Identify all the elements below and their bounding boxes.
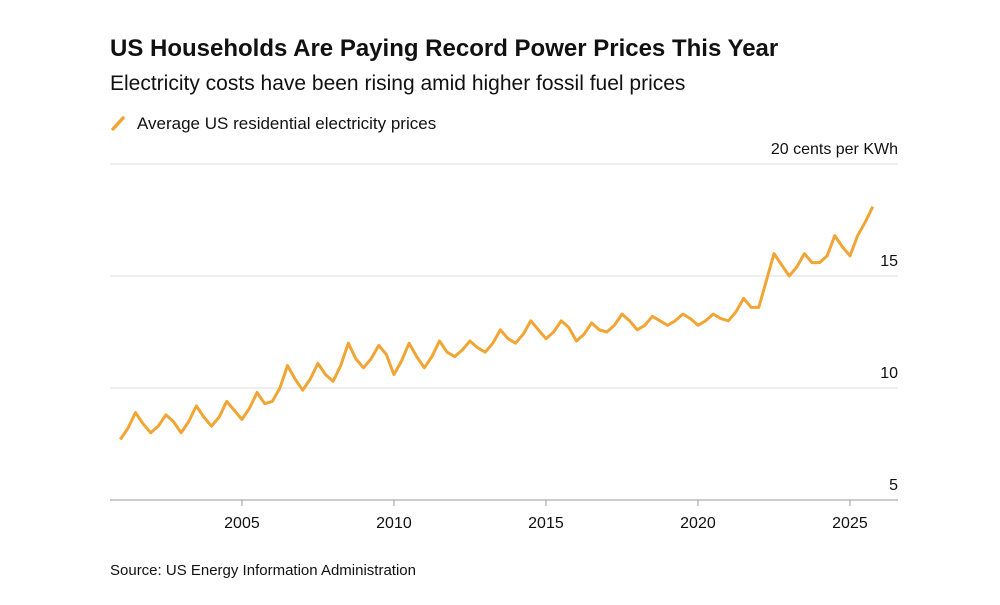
line [119, 205, 875, 441]
y-tick-label: 20 cents per KWh [771, 141, 898, 158]
chart-title: US Households Are Paying Record Power Pr… [110, 35, 778, 62]
legend-label: Average US residential electricity price… [137, 114, 436, 133]
legend-swatch [111, 116, 125, 131]
x-tick-label: 2010 [376, 515, 412, 532]
x-tick-label: 2015 [528, 515, 564, 532]
y-tick-label: 5 [889, 477, 898, 494]
x-tick-label: 2025 [832, 515, 868, 532]
y-tick-label: 10 [880, 365, 898, 382]
y-tick-label: 15 [880, 253, 898, 270]
source: Source: US Energy Information Administra… [110, 562, 416, 579]
x-tick-label: 2005 [224, 515, 260, 532]
chart-subtitle: Electricity costs have been rising amid … [110, 72, 685, 95]
x-tick-label: 2020 [680, 515, 716, 532]
